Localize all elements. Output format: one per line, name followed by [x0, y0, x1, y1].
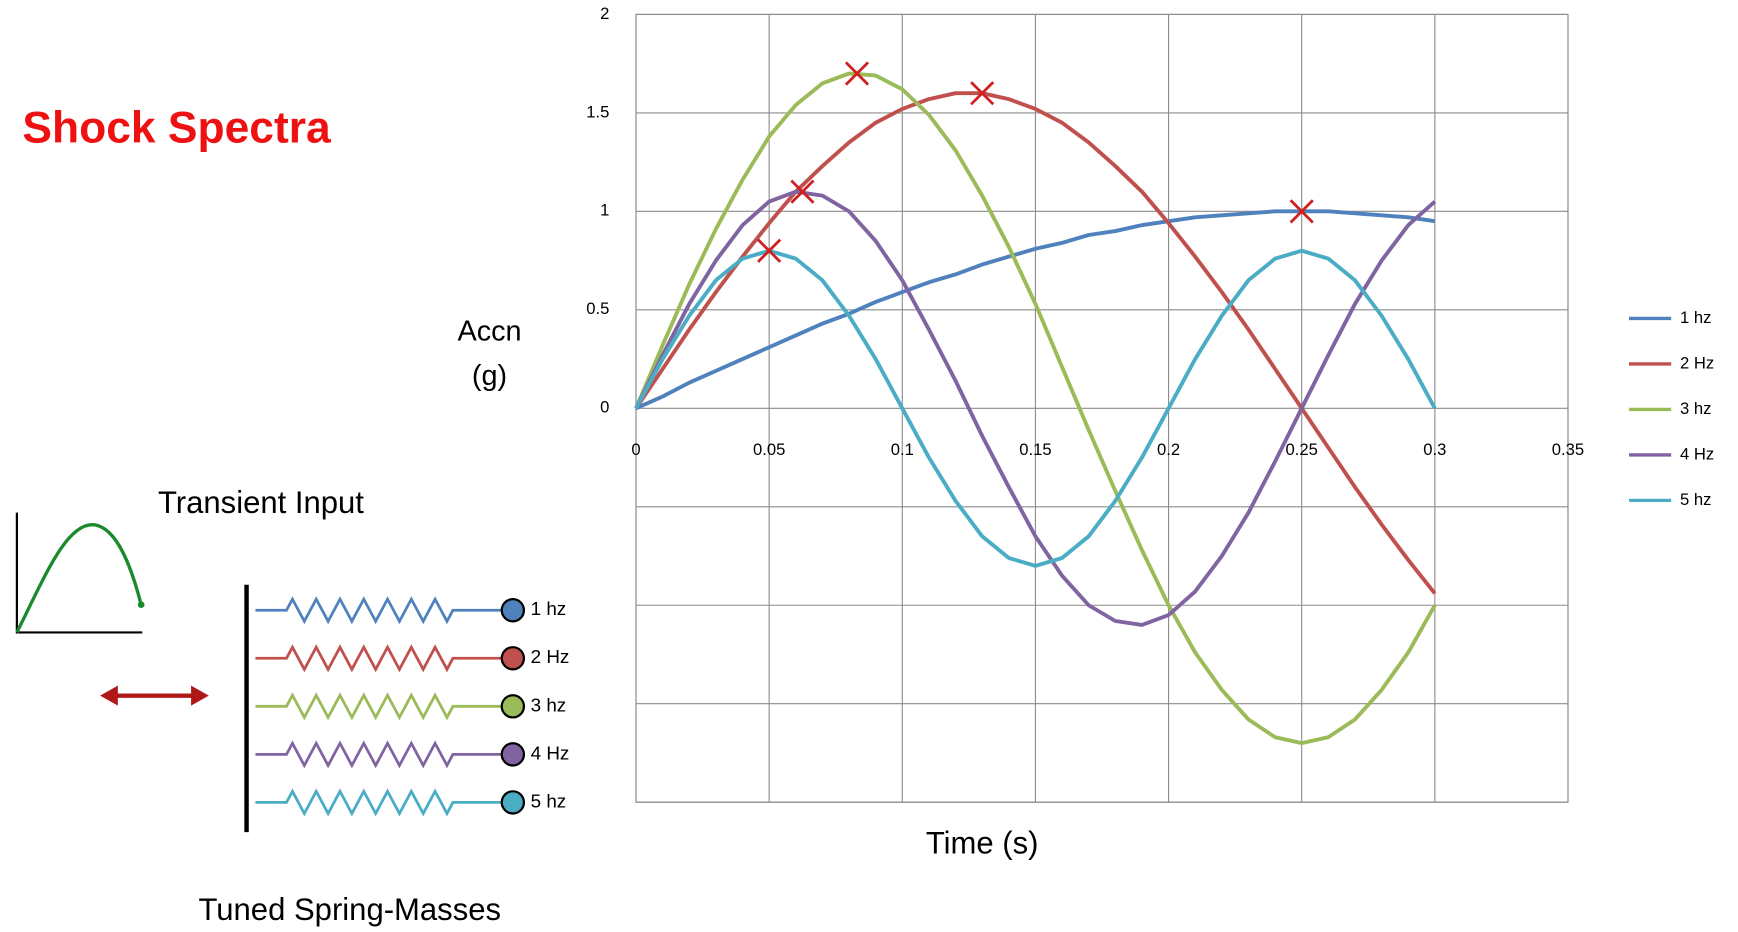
x-tick-label: 0.35 [1552, 440, 1584, 459]
spring-label: 1 hz [531, 598, 567, 619]
y-label: (g) [472, 360, 507, 392]
legend-label: 4 Hz [1680, 444, 1714, 463]
title: Shock Spectra [22, 104, 331, 153]
x-tick-label: 0.2 [1157, 440, 1180, 459]
x-tick-label: 0.1 [891, 440, 914, 459]
legend-label: 1 hz [1680, 308, 1711, 327]
peak-marker [970, 81, 995, 106]
spring [255, 692, 502, 721]
y-tick-label: 1 [600, 201, 609, 220]
input-axes [15, 512, 143, 634]
springs: 1 hz 2 Hz 3 hz 4 Hz 5 hz [255, 596, 570, 817]
spring-label: 3 hz [531, 694, 567, 715]
mass [500, 646, 526, 671]
spring-label: 5 hz [531, 790, 567, 811]
x-tick-label: 0.3 [1423, 440, 1446, 459]
spring-label: 2 Hz [531, 646, 570, 667]
input-curve [15, 523, 143, 634]
x-label: Time (s) [926, 826, 1039, 861]
input-label: Transient Input [158, 485, 364, 520]
series-line [634, 71, 1437, 746]
legend-label: 2 Hz [1680, 353, 1714, 372]
x-tick-label: 0.15 [1019, 440, 1051, 459]
peak-marker [1289, 199, 1314, 224]
mass [500, 742, 526, 767]
series-line [634, 189, 1437, 627]
legend-label: 3 hz [1680, 399, 1711, 418]
y-label: Accn [457, 315, 521, 347]
spring [255, 740, 502, 769]
spring [255, 788, 502, 817]
x-tick-label: 0.05 [753, 440, 785, 459]
legend-label: 5 hz [1680, 490, 1711, 509]
mass [500, 598, 526, 623]
springs-label: Tuned Spring-Masses [198, 892, 501, 927]
peak-marker [757, 238, 782, 263]
mass [500, 694, 526, 719]
input-dot [137, 601, 145, 609]
plot: 0 0.5 1 1.5 2 0 0.05 0.1 0.15 0.2 0.25 0.3 0.35 1 hz 2… [586, 4, 1714, 803]
spring [255, 644, 502, 673]
x-tick-label: 0 [631, 440, 640, 459]
spring [255, 596, 502, 625]
x-tick-label: 0.25 [1286, 440, 1318, 459]
y-tick-label: 1.5 [586, 102, 609, 121]
peak-marker [844, 61, 870, 86]
y-tick-label: 0 [600, 398, 609, 417]
y-tick-label: 0.5 [586, 299, 609, 318]
peak-marker [790, 179, 815, 204]
spring-label: 4 Hz [531, 742, 570, 763]
mass [500, 790, 526, 815]
y-tick-label: 2 [600, 4, 609, 23]
